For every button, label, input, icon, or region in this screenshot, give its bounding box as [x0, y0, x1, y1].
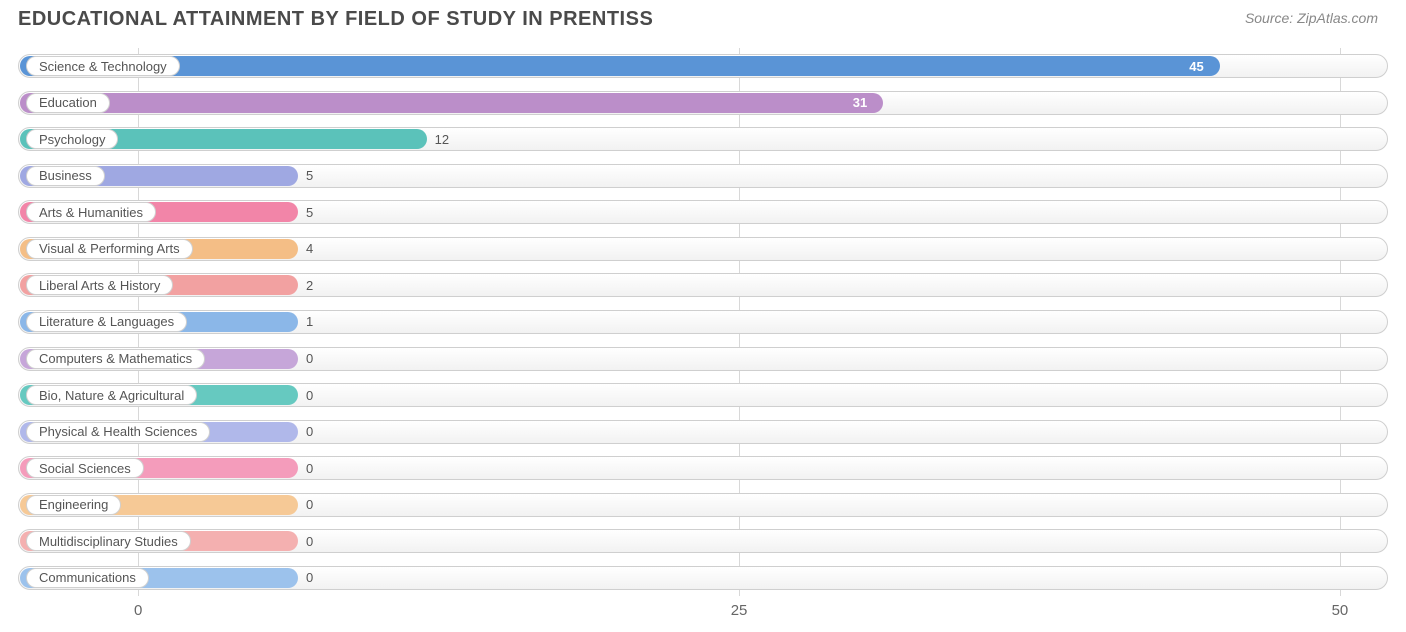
value-label: 0 — [298, 493, 313, 517]
bar-row: Communications 0 — [18, 566, 1388, 590]
bar-row: Bio, Nature & Agricultural 0 — [18, 383, 1388, 407]
category-label: Psychology — [39, 132, 105, 147]
category-pill: Communications — [26, 568, 149, 588]
category-label: Liberal Arts & History — [39, 278, 160, 293]
value-label: 5 — [298, 164, 313, 188]
category-pill: Engineering — [26, 495, 121, 515]
value-label: 0 — [298, 456, 313, 480]
bar-row: Multidisciplinary Studies 0 — [18, 529, 1388, 553]
value-label: 45 — [20, 54, 1218, 78]
category-label: Bio, Nature & Agricultural — [39, 388, 184, 403]
x-axis: 0 25 50 — [18, 602, 1388, 624]
x-tick-label: 50 — [1332, 602, 1349, 619]
bar-row: Social Sciences 0 — [18, 456, 1388, 480]
value-label: 0 — [298, 383, 313, 407]
x-tick-label: 25 — [731, 602, 748, 619]
category-pill: Computers & Mathematics — [26, 349, 205, 369]
category-label: Multidisciplinary Studies — [39, 534, 178, 549]
value-label: 0 — [298, 566, 313, 590]
value-label: 0 — [298, 347, 313, 371]
bar-row: Education31 — [18, 91, 1388, 115]
category-label: Visual & Performing Arts — [39, 241, 180, 256]
category-label: Arts & Humanities — [39, 205, 143, 220]
value-label: 31 — [20, 91, 881, 115]
value-label: 12 — [427, 127, 449, 151]
category-pill: Psychology — [26, 129, 118, 149]
value-label: 4 — [298, 237, 313, 261]
category-pill: Bio, Nature & Agricultural — [26, 385, 197, 405]
bar-row: Psychology 12 — [18, 127, 1388, 151]
bar-row: Literature & Languages 1 — [18, 310, 1388, 334]
value-label: 0 — [298, 420, 313, 444]
value-label: 0 — [298, 529, 313, 553]
category-pill: Liberal Arts & History — [26, 275, 173, 295]
value-label: 5 — [298, 200, 313, 224]
bar-row: Business 5 — [18, 164, 1388, 188]
bar-row: Science & Technology45 — [18, 54, 1388, 78]
category-label: Engineering — [39, 497, 108, 512]
category-pill: Visual & Performing Arts — [26, 239, 193, 259]
bar-row: Computers & Mathematics 0 — [18, 347, 1388, 371]
category-label: Communications — [39, 570, 136, 585]
source-attribution: Source: ZipAtlas.com — [1245, 10, 1378, 26]
category-pill: Social Sciences — [26, 458, 144, 478]
plot-area: Science & Technology45 Education31 Psychol… — [18, 48, 1388, 596]
value-label: 1 — [298, 310, 313, 334]
category-pill: Literature & Languages — [26, 312, 187, 332]
category-label: Computers & Mathematics — [39, 351, 192, 366]
category-pill: Multidisciplinary Studies — [26, 531, 191, 551]
x-tick-label: 0 — [134, 602, 142, 619]
category-label: Social Sciences — [39, 461, 131, 476]
bar-row: Arts & Humanities 5 — [18, 200, 1388, 224]
bar-row: Liberal Arts & History 2 — [18, 273, 1388, 297]
category-pill: Physical & Health Sciences — [26, 422, 210, 442]
category-label: Literature & Languages — [39, 314, 174, 329]
bar-row: Physical & Health Sciences 0 — [18, 420, 1388, 444]
bar-collection: Science & Technology45 Education31 Psychol… — [18, 54, 1388, 590]
chart-title: EDUCATIONAL ATTAINMENT BY FIELD OF STUDY… — [18, 8, 653, 31]
category-label: Physical & Health Sciences — [39, 424, 197, 439]
category-pill: Arts & Humanities — [26, 202, 156, 222]
category-pill: Business — [26, 166, 105, 186]
category-label: Business — [39, 168, 92, 183]
bar-row: Engineering 0 — [18, 493, 1388, 517]
bar-row: Visual & Performing Arts 4 — [18, 237, 1388, 261]
value-label: 2 — [298, 273, 313, 297]
